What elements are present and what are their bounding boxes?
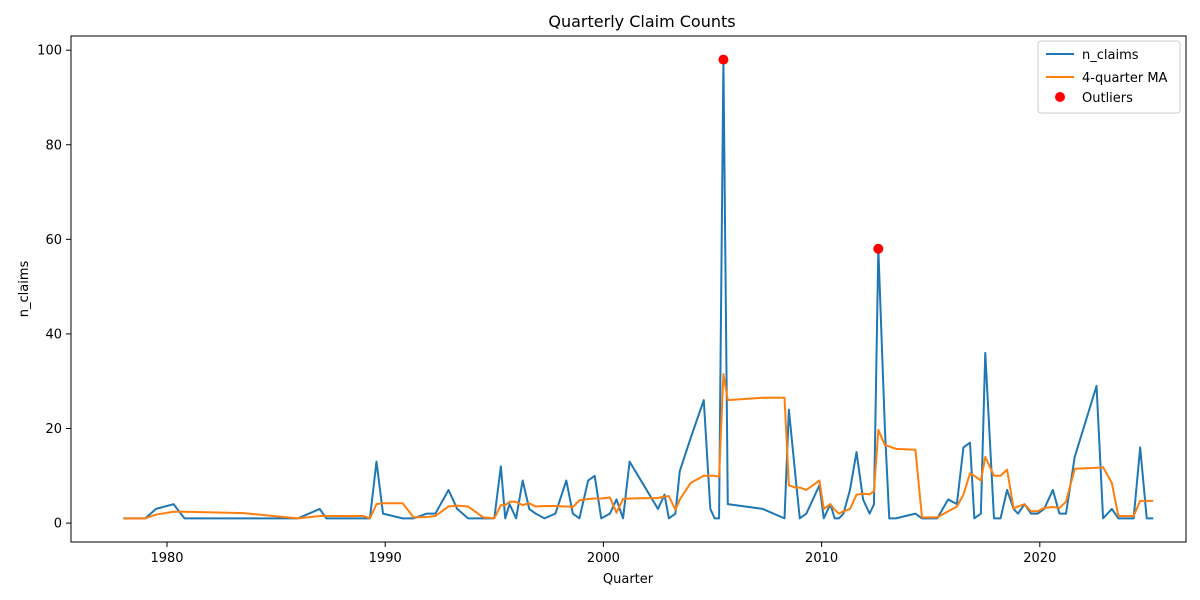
x-tick-label: 1990 bbox=[369, 551, 402, 566]
series-line-n-claims bbox=[123, 58, 1154, 520]
x-axis-title: Quarter bbox=[603, 572, 654, 587]
chart-title: Quarterly Claim Counts bbox=[548, 12, 735, 31]
legend-swatch-outliers bbox=[1055, 92, 1065, 102]
y-tick-label: 40 bbox=[45, 327, 62, 342]
y-tick-label: 0 bbox=[54, 517, 62, 532]
series-line-ma bbox=[123, 373, 1154, 520]
legend-label-n-claims: n_claims bbox=[1082, 48, 1139, 63]
plot-lines bbox=[123, 58, 1154, 520]
y-tick-label: 100 bbox=[37, 44, 62, 59]
x-axis: 1980 1990 2000 2010 2020 bbox=[150, 542, 1056, 566]
y-tick-label: 60 bbox=[45, 233, 62, 248]
x-tick-label: 2010 bbox=[805, 551, 838, 566]
outlier-point bbox=[873, 243, 884, 254]
legend-label-ma: 4-quarter MA bbox=[1082, 71, 1168, 86]
legend-box bbox=[1037, 40, 1181, 114]
x-tick-label: 2020 bbox=[1023, 551, 1056, 566]
plot-frame bbox=[70, 35, 1187, 543]
y-axis: 0 20 40 60 80 100 bbox=[37, 44, 71, 532]
y-tick-label: 20 bbox=[45, 422, 62, 437]
outlier-point bbox=[718, 54, 729, 65]
x-tick-label: 1980 bbox=[150, 551, 183, 566]
legend-label-outliers: Outliers bbox=[1082, 91, 1133, 106]
y-axis-title: n_claims bbox=[17, 261, 32, 318]
x-tick-label: 2000 bbox=[587, 551, 620, 566]
plot-points bbox=[718, 54, 884, 254]
legend: n_claims 4-quarter MA Outliers bbox=[1037, 40, 1181, 114]
y-tick-label: 80 bbox=[45, 138, 62, 153]
